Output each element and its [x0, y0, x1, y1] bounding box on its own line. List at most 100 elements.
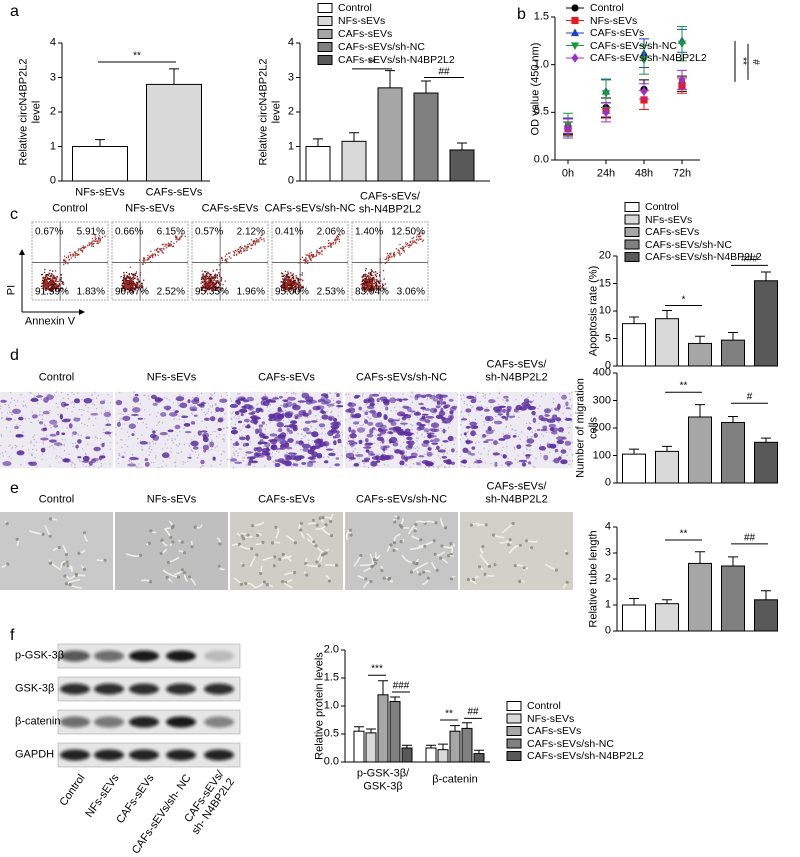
pore — [529, 450, 530, 451]
flow-event — [369, 285, 370, 286]
pore — [236, 397, 237, 398]
cell — [381, 455, 385, 460]
cell — [443, 401, 447, 404]
pore — [424, 437, 425, 438]
cell — [175, 425, 181, 429]
flow-event — [51, 287, 52, 288]
pore — [418, 447, 419, 448]
pore — [488, 422, 489, 423]
pore — [550, 431, 551, 432]
flow-event — [287, 271, 288, 272]
flow-event — [67, 263, 68, 264]
cell — [243, 443, 247, 447]
pore — [431, 418, 432, 419]
pore — [81, 414, 82, 415]
pore — [256, 404, 257, 405]
flow-event — [44, 277, 45, 278]
pore — [355, 448, 356, 449]
flow-event — [75, 253, 76, 254]
pore — [517, 462, 518, 463]
pore — [552, 460, 553, 461]
pore — [70, 402, 71, 403]
flow-event — [133, 291, 134, 292]
cell-cluster — [250, 547, 253, 550]
pore — [171, 440, 172, 441]
flow-event — [364, 282, 365, 283]
pore — [432, 414, 433, 415]
pore — [189, 445, 190, 446]
cell — [46, 394, 53, 400]
cell-cluster — [49, 517, 52, 520]
cell — [100, 401, 105, 405]
pore — [231, 400, 232, 401]
flow-event — [128, 286, 129, 287]
tube-image — [0, 512, 113, 590]
legend-swatch — [318, 30, 332, 39]
flow-event — [97, 241, 98, 242]
pore — [69, 454, 70, 455]
flow-event — [336, 237, 337, 238]
bar — [414, 93, 438, 181]
pore — [73, 394, 74, 395]
flow-event — [176, 236, 177, 237]
pore — [428, 446, 429, 447]
pore — [166, 398, 167, 399]
cell — [290, 420, 297, 424]
cell-cluster — [328, 579, 331, 582]
pore — [117, 458, 118, 459]
flow-event — [171, 241, 172, 242]
bar — [450, 731, 460, 762]
pore — [151, 462, 152, 463]
cell — [116, 400, 123, 405]
cell — [471, 399, 477, 403]
flow-event — [68, 257, 69, 258]
flow-event — [124, 276, 125, 277]
pore — [448, 427, 449, 428]
flow-event — [234, 252, 235, 253]
cell — [333, 440, 336, 445]
flow-event — [168, 245, 169, 246]
cell — [32, 414, 38, 418]
cell-cluster — [49, 562, 52, 565]
cell — [241, 413, 244, 416]
cell — [288, 452, 294, 454]
cell-cluster — [281, 580, 284, 583]
cell-cluster — [519, 544, 522, 547]
pore — [143, 395, 144, 396]
pore — [192, 414, 193, 415]
flow-event — [44, 282, 45, 283]
pore — [137, 467, 138, 468]
pore — [162, 448, 163, 449]
pore — [221, 395, 222, 396]
blot-band — [166, 684, 196, 695]
flow-event — [203, 275, 204, 276]
pore — [119, 453, 120, 454]
cell — [406, 441, 410, 444]
pore — [264, 465, 265, 466]
error-bar — [438, 744, 448, 750]
bar — [73, 147, 128, 182]
pore — [526, 448, 527, 449]
flow-event — [338, 234, 339, 235]
cell — [451, 448, 455, 452]
flow-event — [374, 281, 375, 282]
flow-event — [238, 249, 239, 250]
cell — [377, 434, 381, 437]
pore — [239, 448, 240, 449]
cell — [363, 446, 371, 448]
flow-event — [256, 241, 257, 242]
legend-swatch — [507, 714, 521, 723]
pore — [238, 416, 239, 417]
flow-event — [281, 273, 282, 274]
flow-event — [362, 281, 363, 282]
cell — [200, 460, 204, 465]
flow-event — [283, 276, 284, 277]
flow-event — [393, 253, 394, 254]
pore — [446, 453, 447, 454]
cell-cluster — [444, 526, 447, 529]
cell-cluster — [172, 524, 175, 527]
bar — [623, 324, 646, 366]
cell — [506, 399, 509, 402]
cell — [426, 463, 434, 465]
flow-event — [297, 277, 298, 278]
